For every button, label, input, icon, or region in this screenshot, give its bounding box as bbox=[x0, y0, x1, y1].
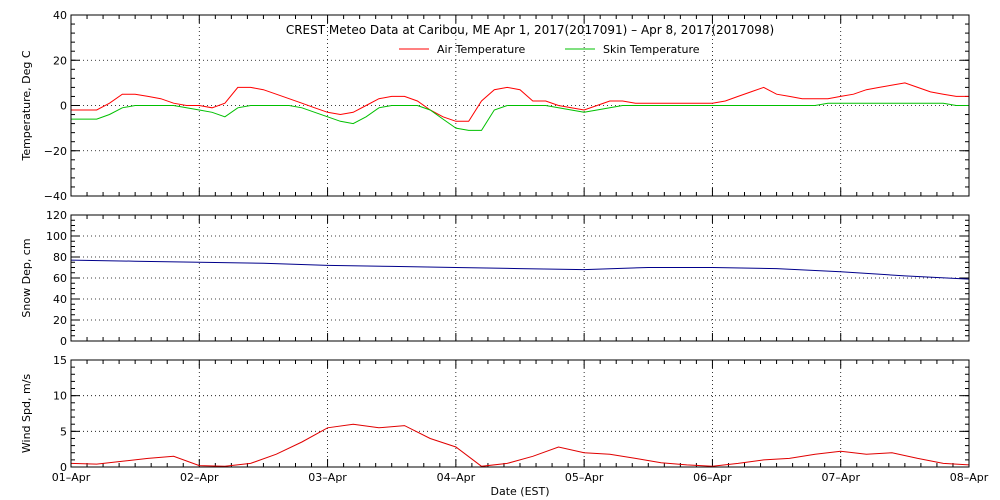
plot-frame bbox=[70, 359, 970, 468]
y-tick-label: 20 bbox=[53, 314, 67, 327]
y-axis-label: Wind Spd, m/s bbox=[20, 374, 33, 454]
y-tick-label: 120 bbox=[46, 209, 67, 222]
y-tick-label: 60 bbox=[53, 272, 67, 285]
series-line-2-1 bbox=[70, 259, 970, 280]
y-tick-label: 0 bbox=[60, 335, 67, 348]
y-tick-label: −40 bbox=[44, 190, 67, 203]
x-tick-label: 01–Apr bbox=[52, 471, 91, 484]
y-axis-label: Temperature, Deg C bbox=[20, 50, 33, 161]
y-tick-label: −20 bbox=[44, 145, 67, 158]
x-tick-label: 06–Apr bbox=[693, 471, 732, 484]
panel-1: 40 20 0 −20 −40 Temperature, Deg C CREST Meteo… bbox=[20, 9, 970, 203]
panel-2: 120 100 80 60 40 20 0 Snow Dep, cm bbox=[20, 209, 970, 348]
x-tick-label: 03–Apr bbox=[308, 471, 347, 484]
y-tick-label: 40 bbox=[53, 293, 67, 306]
y-tick-label: 100 bbox=[46, 230, 67, 243]
y-tick-label: 40 bbox=[53, 9, 67, 22]
x-tick-label: 07–Apr bbox=[821, 471, 860, 484]
panel-3: 15 10 5 0 Wind Spd, m/s 01–Apr 02–Apr 03–Apr 04–… bbox=[20, 354, 989, 498]
x-tick-label: 05–Apr bbox=[565, 471, 604, 484]
x-tick-label: 02–Apr bbox=[180, 471, 219, 484]
y-tick-label: 0 bbox=[60, 100, 67, 113]
y-axis-label: Snow Dep, cm bbox=[20, 238, 33, 317]
chart-title: CREST Meteo Data at Caribou, ME Apr 1, 2… bbox=[286, 23, 774, 37]
y-tick-label: 15 bbox=[53, 354, 67, 367]
y-tick-label: 20 bbox=[53, 54, 67, 67]
series-line-1-1 bbox=[71, 82, 969, 122]
y-tick-label: 10 bbox=[53, 390, 67, 403]
y-tick-label: 0 bbox=[60, 461, 67, 474]
series-line-3-1 bbox=[70, 423, 970, 467]
plot-frame bbox=[70, 214, 970, 342]
x-tick-label: 08–Apr bbox=[950, 471, 989, 484]
y-tick-label: 80 bbox=[53, 251, 67, 264]
x-axis-label: Date (EST) bbox=[490, 485, 549, 498]
legend-label: Air Temperature bbox=[437, 43, 526, 56]
legend-label: Skin Temperature bbox=[603, 43, 700, 56]
series-line-1-2 bbox=[71, 102, 969, 131]
plot-frame bbox=[70, 14, 970, 197]
y-tick-label: 5 bbox=[60, 425, 67, 438]
x-tick-label: 04–Apr bbox=[437, 471, 476, 484]
